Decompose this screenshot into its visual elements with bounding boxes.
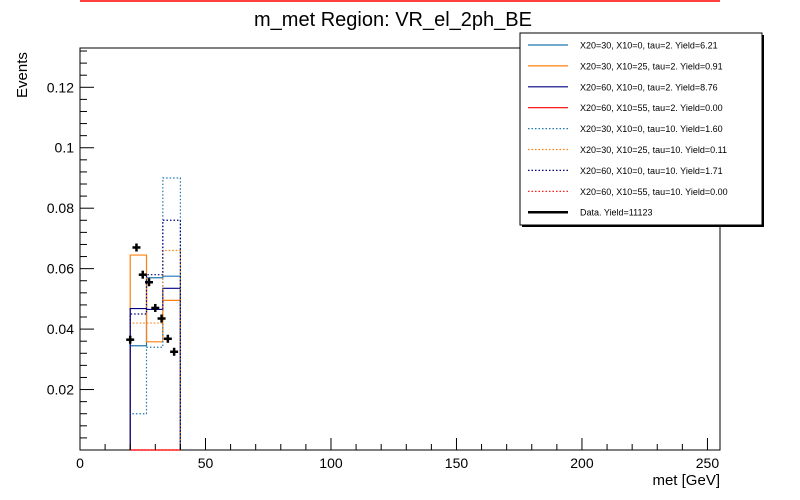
- y-tick-label: 0.12: [47, 79, 74, 95]
- histogram-layer: [129, 177, 181, 451]
- y-tick-label: 0.06: [47, 261, 74, 277]
- legend: X20=30, X10=0, tau=2. Yield=6.21 X20=30, …: [519, 32, 764, 227]
- data-points-layer: [126, 243, 179, 356]
- data-point: [138, 270, 147, 279]
- histogram-series-4: [129, 177, 181, 450]
- legend-label: X20=30, X10=0, tau=10. Yield=1.60: [580, 124, 723, 134]
- data-point: [151, 303, 160, 312]
- x-axis-label: met [GeV]: [652, 472, 720, 489]
- y-tick-label: 0.04: [47, 321, 74, 337]
- y-tick-label: 0.1: [55, 140, 75, 156]
- x-tick-label: 200: [570, 455, 594, 471]
- data-point: [132, 243, 141, 252]
- x-tick-label: 0: [76, 455, 84, 471]
- y-tick-label: 0.02: [47, 382, 74, 398]
- legend-label: X20=60, X10=55, tau=10. Yield=0.00: [580, 187, 728, 197]
- legend-label: X20=60, X10=0, tau=2. Yield=8.76: [580, 82, 718, 92]
- data-point: [145, 278, 154, 287]
- legend-label: X20=30, X10=25, tau=10. Yield=0.11: [580, 145, 727, 155]
- legend-label: X20=30, X10=25, tau=2. Yield=0.91: [580, 61, 723, 71]
- x-tick-label: 250: [696, 455, 720, 471]
- data-point: [163, 334, 172, 343]
- histogram-series-2: [129, 287, 181, 450]
- y-tick-label: 0.08: [47, 200, 74, 216]
- x-tick-label: 150: [445, 455, 469, 471]
- legend-label: Data. Yield=11123: [580, 208, 652, 218]
- x-tick-label: 50: [198, 455, 214, 471]
- legend-label: X20=60, X10=0, tau=10. Yield=1.71: [580, 166, 723, 176]
- data-point: [170, 347, 179, 356]
- histogram-series-5: [129, 249, 181, 450]
- data-point: [126, 335, 135, 344]
- histogram-series-0: [129, 275, 181, 450]
- data-point: [157, 314, 166, 323]
- legend-label: X20=30, X10=0, tau=2. Yield=6.21: [580, 41, 718, 51]
- axes-layer: 0 50 100 150 200 250 0.02 0.04 0.06 0.08 0.1 0.12: [47, 50, 720, 471]
- legend-label: X20=60, X10=55, tau=2. Yield=0.00: [580, 103, 723, 113]
- chart-title: m_met Region: VR_el_2ph_BE: [254, 9, 532, 31]
- y-axis-label: Events: [14, 52, 31, 98]
- x-tick-label: 100: [319, 455, 343, 471]
- histogram-series-6: [129, 219, 181, 450]
- plot-frame: [79, 47, 721, 451]
- histogram-series-1: [129, 254, 181, 450]
